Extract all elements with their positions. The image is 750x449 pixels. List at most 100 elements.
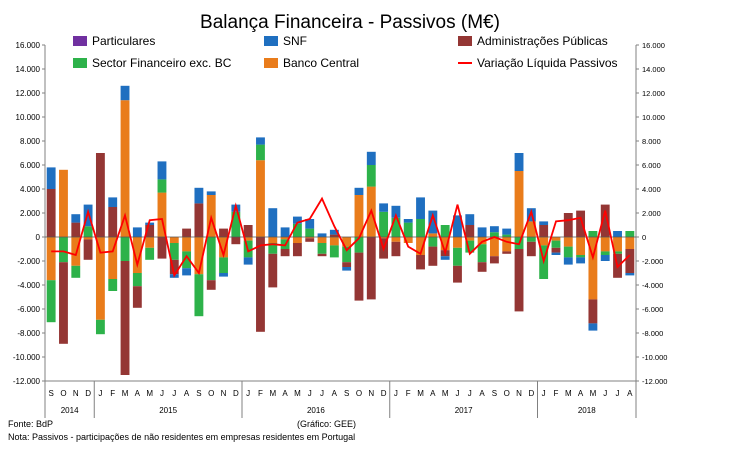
bar-snf-14: [219, 273, 228, 277]
x-tick-label-month: J: [308, 389, 312, 398]
bar-administra-es-p-blicas-9: [157, 237, 167, 259]
bar-banco-central-44: [588, 237, 598, 300]
x-tick-label-month: F: [406, 389, 411, 398]
bar-snf-44: [588, 323, 598, 331]
bar-snf-9: [157, 161, 167, 180]
bar-snf-35: [477, 227, 487, 237]
bar-sector-financeiro-exc-bc-21: [305, 228, 315, 237]
bar-snf-33: [453, 215, 462, 237]
bar-sector-financeiro-exc-bc-3: [83, 226, 93, 237]
bar-administra-es-p-blicas-18: [268, 253, 278, 288]
x-year-label: 2014: [61, 406, 79, 415]
bar-sector-financeiro-exc-bc-17: [256, 144, 265, 161]
bar-sector-financeiro-exc-bc-14: [219, 257, 228, 273]
y-tick-label-left: 4.000: [20, 185, 41, 194]
x-tick-label-month: O: [208, 389, 214, 398]
x-tick-label-month: J: [160, 389, 164, 398]
bar-snf-16: [243, 257, 253, 265]
x-tick-label-month: F: [258, 389, 263, 398]
y-tick-label-left: 14.000: [16, 65, 41, 74]
x-tick-label-month: S: [344, 389, 349, 398]
bar-sector-financeiro-exc-bc-42: [563, 246, 573, 258]
bar-snf-23: [329, 229, 339, 235]
y-tick-label-right: 14.000: [642, 65, 665, 74]
x-tick-label-month: D: [381, 389, 387, 398]
bar-banco-central-18: [268, 237, 278, 243]
bar-sector-financeiro-exc-bc-27: [379, 211, 389, 237]
x-tick-label-month: M: [269, 389, 276, 398]
x-tick-label-month: A: [479, 389, 485, 398]
bar-snf-30: [416, 197, 425, 219]
x-tick-label-month: M: [294, 389, 301, 398]
bar-banco-central-11: [182, 237, 192, 252]
bar-administra-es-p-blicas-8: [145, 225, 155, 237]
bar-banco-central-16: [243, 237, 253, 241]
bar-sector-financeiro-exc-bc-36: [489, 232, 499, 237]
x-tick-label-month: J: [455, 389, 459, 398]
x-tick-label-month: A: [430, 389, 436, 398]
bar-banco-central-17: [256, 160, 265, 237]
bar-banco-central-24: [342, 237, 352, 247]
x-tick-label-month: N: [516, 389, 522, 398]
bar-snf-25: [354, 187, 364, 195]
bar-sector-financeiro-exc-bc-2: [71, 265, 81, 278]
bar-snf-41: [551, 252, 561, 255]
bar-administra-es-p-blicas-20: [292, 243, 302, 257]
bar-banco-central-34: [465, 237, 475, 241]
bar-snf-3: [83, 204, 93, 227]
bar-snf-0: [46, 167, 56, 189]
x-tick-label-month: M: [417, 389, 424, 398]
bar-sector-financeiro-exc-bc-39: [526, 237, 536, 242]
bar-administra-es-p-blicas-30: [416, 255, 425, 270]
y-tick-label-right: 10.000: [642, 113, 665, 122]
bar-administra-es-p-blicas-44: [588, 299, 598, 324]
y-tick-label-left: 12.000: [16, 89, 41, 98]
y-tick-label-right: -4.000: [642, 281, 663, 290]
bar-banco-central-31: [428, 233, 438, 237]
y-tick-label-left: -8.000: [17, 329, 40, 338]
legend-label-administra-es-p-blicas: Administrações Públicas: [477, 34, 608, 48]
bar-administra-es-p-blicas-11: [182, 228, 192, 237]
bar-sector-financeiro-exc-bc-29: [403, 222, 413, 237]
bar-sector-financeiro-exc-bc-24: [342, 246, 352, 263]
bar-sector-financeiro-exc-bc-8: [145, 247, 155, 260]
bar-banco-central-27: [379, 237, 389, 239]
x-tick-label-month: A: [627, 389, 633, 398]
bar-sector-financeiro-exc-bc-43: [576, 255, 586, 258]
y-tick-label-right: -2.000: [642, 257, 663, 266]
bar-administra-es-p-blicas-45: [600, 204, 610, 237]
bar-sector-financeiro-exc-bc-4: [95, 319, 105, 335]
bar-sector-financeiro-exc-bc-30: [416, 219, 425, 237]
x-tick-label-month: D: [85, 389, 91, 398]
bar-administra-es-p-blicas-26: [366, 237, 376, 300]
y-tick-label-right: 2.000: [642, 209, 661, 218]
bar-snf-42: [563, 257, 573, 265]
x-year-label: 2018: [578, 406, 596, 415]
x-tick-label-month: N: [73, 389, 79, 398]
x-tick-label-month: M: [122, 389, 129, 398]
bar-snf-47: [625, 273, 635, 276]
bar-banco-central-41: [551, 237, 561, 241]
x-tick-label-month: J: [616, 389, 620, 398]
bar-snf-6: [120, 85, 130, 101]
bar-administra-es-p-blicas-3: [83, 239, 93, 260]
bar-snf-20: [292, 216, 302, 224]
bar-banco-central-28: [391, 237, 401, 242]
bar-administra-es-p-blicas-7: [132, 286, 142, 308]
bar-administra-es-p-blicas-4: [95, 153, 105, 237]
legend-label-snf: SNF: [283, 34, 307, 48]
bar-administra-es-p-blicas-43: [576, 210, 586, 237]
y-tick-label-left: 2.000: [20, 209, 41, 218]
y-tick-label-right: 12.000: [642, 89, 665, 98]
bar-administra-es-p-blicas-17: [256, 237, 265, 332]
bar-banco-central-38: [514, 171, 524, 237]
y-tick-label-right: 4.000: [642, 185, 661, 194]
bar-administra-es-p-blicas-19: [280, 249, 290, 257]
bar-sector-financeiro-exc-bc-33: [453, 247, 462, 266]
y-tick-label-left: 10.000: [16, 113, 41, 122]
bar-snf-31: [428, 210, 438, 234]
bar-snf-36: [489, 226, 499, 233]
bar-banco-central-4: [95, 237, 105, 320]
bar-snf-34: [465, 214, 475, 225]
bar-snf-26: [366, 151, 376, 165]
